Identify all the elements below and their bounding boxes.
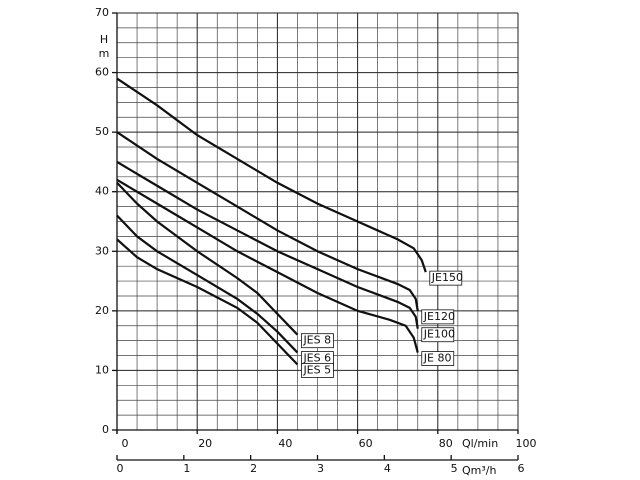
x-tick-label: 20 xyxy=(198,437,212,450)
curve-label-box xyxy=(421,351,455,366)
pump-curve xyxy=(116,238,299,366)
pump-curve xyxy=(116,131,419,312)
pump-curve xyxy=(116,77,427,273)
x2-tick-label: 0 xyxy=(117,462,124,475)
pump-curve xyxy=(116,160,419,329)
curve-label: JE120 xyxy=(423,310,455,323)
x-tick-label: 60 xyxy=(359,437,373,450)
curve-label: JE100 xyxy=(423,328,455,341)
curve-label-box xyxy=(421,327,455,343)
y-tick-label: 70 xyxy=(95,6,109,19)
y-unit: m xyxy=(99,47,110,60)
x2-tick-label: 3 xyxy=(317,462,324,475)
x-tick-label: 100 xyxy=(516,437,537,450)
pump-curve xyxy=(116,178,419,353)
y-tick-label: 60 xyxy=(95,66,109,79)
y-tick-label: 50 xyxy=(95,125,109,138)
x2-tick-label: 4 xyxy=(384,462,391,475)
y-tick-label: 10 xyxy=(95,363,109,376)
curve-label-box xyxy=(429,270,463,286)
y-tick-label: 0 xyxy=(102,423,109,436)
x-label: Ql/min xyxy=(462,437,498,450)
x2-tick-label: 5 xyxy=(451,462,458,475)
x2-tick-label: 1 xyxy=(183,462,190,475)
x-tick-label: 80 xyxy=(439,437,453,450)
y-tick-label: 30 xyxy=(95,244,109,257)
curve-label: JE 80 xyxy=(423,352,452,365)
x-tick-label: 40 xyxy=(278,437,292,450)
curve-label: JE150 xyxy=(431,271,463,284)
y-tick-label: 20 xyxy=(95,304,109,317)
curve-label: JES 6 xyxy=(302,352,331,365)
x2-label: Qm³/h xyxy=(462,464,496,477)
curve-label-box xyxy=(301,333,334,349)
y-label: H xyxy=(100,33,108,46)
curve-label: JES 5 xyxy=(302,363,331,376)
curve-label: JES 8 xyxy=(302,334,331,347)
pump-curve xyxy=(116,214,299,354)
x-tick-label: 0 xyxy=(122,437,129,450)
pump-curve xyxy=(116,182,299,336)
x2-tick-label: 6 xyxy=(518,462,525,475)
curve-label-box xyxy=(301,363,334,378)
x2-tick-label: 2 xyxy=(250,462,257,475)
curve-label-box xyxy=(421,309,455,325)
y-tick-label: 40 xyxy=(95,185,109,198)
